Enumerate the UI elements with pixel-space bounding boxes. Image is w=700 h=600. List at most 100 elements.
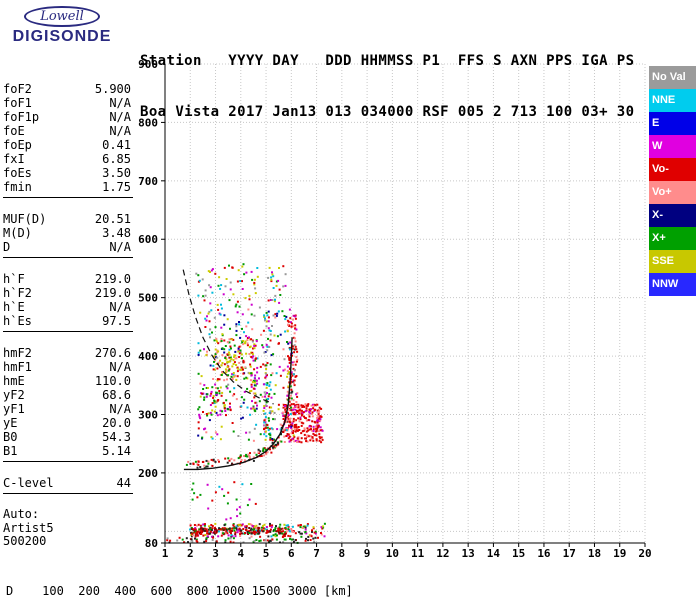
param-row-fof1p: foF1p N/A [3, 110, 133, 124]
param-label: fxI [3, 152, 25, 166]
param-value: N/A [109, 360, 131, 374]
param-value: N/A [109, 402, 131, 416]
param-separator [3, 197, 133, 198]
param-separator [3, 461, 133, 462]
param-value: N/A [109, 96, 131, 110]
param-label: h`F2 [3, 286, 32, 300]
param-label: fmin [3, 180, 32, 194]
legend-item-x: X- [649, 204, 696, 227]
y-tick-label: 200 [138, 467, 158, 480]
param-value: 0.41 [102, 138, 131, 152]
param-label: yE [3, 416, 18, 430]
header-values-line: Boa Vista 2017 Jan13 013 034000 RSF 005 … [140, 104, 635, 120]
parameter-panel: foF2 5.900 foF1 N/A foF1p N/A foE N/A foEp 0.41 fx… [3, 82, 133, 549]
scatter-cluster-lower-sporadic [191, 481, 257, 521]
x-tick-label: 6 [288, 547, 295, 560]
param-value: 6.85 [102, 152, 131, 166]
param-row-md: M(D) 3.48 [3, 226, 133, 240]
x-tick-label: 11 [411, 547, 425, 560]
param-value: 1.75 [102, 180, 131, 194]
param-row-mufd: MUF(D) 20.51 [3, 212, 133, 226]
x-tick-label: 19 [613, 547, 626, 560]
y-tick-label: 400 [138, 350, 158, 363]
param-label: MUF(D) [3, 212, 47, 226]
x-tick-label: 10 [386, 547, 399, 560]
param-label: B0 [3, 430, 18, 444]
scatter-cluster-spread-f-high [195, 263, 287, 310]
x-tick-label: 4 [237, 547, 244, 560]
param-value: 44 [116, 476, 131, 490]
param-label: hmF2 [3, 346, 32, 360]
param-value: 20.0 [102, 416, 131, 430]
param-label: foE [3, 124, 25, 138]
param-label: D [3, 240, 11, 254]
param-row-b0: B0 54.3 [3, 430, 133, 444]
x-tick-label: 5 [263, 547, 270, 560]
param-value: 219.0 [94, 272, 131, 286]
auto-info-line: Auto: [3, 507, 40, 521]
x-tick-label: 8 [339, 547, 346, 560]
param-row-fmin: fmin 1.75 [3, 180, 133, 194]
legend-item-e: E [649, 112, 696, 135]
param-group-0: foF2 5.900 foF1 N/A foF1p N/A foE N/A foEp 0.41 fx… [3, 82, 133, 194]
param-value: N/A [109, 300, 131, 314]
param-separator [3, 331, 133, 332]
bottom-readout: D 100 200 400 600 800 1000 1500 3000 [km… [6, 558, 632, 600]
x-tick-label: 7 [313, 547, 320, 560]
logo-digisonde-text: DIGISONDE [12, 28, 112, 45]
param-row-hmf1: hmF1 N/A [3, 360, 133, 374]
param-label: h`E [3, 300, 25, 314]
param-row-fof2: foF2 5.900 [3, 82, 133, 96]
station-header: Station YYYY DAY DDD HHMMSS P1 FFS S AXN… [140, 19, 634, 155]
x-tick-label: 13 [462, 547, 475, 560]
param-label: hmE [3, 374, 25, 388]
param-label: yF1 [3, 402, 25, 416]
param-label: foF1 [3, 96, 32, 110]
x-tick-label: 18 [588, 547, 601, 560]
param-value: 97.5 [102, 314, 131, 328]
legend-item-vo: Vo- [649, 158, 696, 181]
param-row-foep: foEp 0.41 [3, 138, 133, 152]
param-row-ye: yE 20.0 [3, 416, 133, 430]
param-value: N/A [109, 240, 131, 254]
echo-scatter [166, 263, 326, 544]
param-label: h`Es [3, 314, 32, 328]
param-value: 3.48 [102, 226, 131, 240]
legend-item-noval: No Val [649, 66, 696, 89]
x-tick-label: 12 [436, 547, 449, 560]
param-row-fxi: fxI 6.85 [3, 152, 133, 166]
param-label: foEs [3, 166, 32, 180]
legend-item-w: W [649, 135, 696, 158]
param-label: hmF1 [3, 360, 32, 374]
x-tick-label: 17 [563, 547, 576, 560]
param-value: 68.6 [102, 388, 131, 402]
lowell-digisonde-logo: Lowell DIGISONDE [6, 5, 118, 46]
legend-item-x: X+ [649, 227, 696, 250]
x-tick-label: 15 [512, 547, 525, 560]
y-tick-label: 700 [138, 175, 158, 188]
legend-item-vo: Vo+ [649, 181, 696, 204]
param-row-hes: h`Es 97.5 [3, 314, 133, 328]
scatter-cluster-streak-5mhz [262, 314, 272, 441]
param-row-d: D N/A [3, 240, 133, 254]
param-row-he: h`E N/A [3, 300, 133, 314]
param-value: 219.0 [94, 286, 131, 300]
legend-item-nnw: NNW [649, 273, 696, 296]
param-row-hmf2: hmF2 270.6 [3, 346, 133, 360]
param-label: foEp [3, 138, 32, 152]
x-tick-label: 20 [638, 547, 651, 560]
y-tick-label: 300 [138, 408, 158, 421]
param-label: h`F [3, 272, 25, 286]
scatter-cluster-left-mid-patch [198, 385, 232, 417]
param-separator [3, 493, 133, 494]
logo-lowell-text: Lowell [40, 9, 84, 24]
x-tick-label: 14 [487, 547, 501, 560]
x-tick-label: 3 [212, 547, 219, 560]
x-tick-label: 16 [537, 547, 551, 560]
param-row-yf1: yF1 N/A [3, 402, 133, 416]
y-tick-label: 800 [138, 116, 158, 129]
param-value: 54.3 [102, 430, 131, 444]
param-row-foes: foEs 3.50 [3, 166, 133, 180]
